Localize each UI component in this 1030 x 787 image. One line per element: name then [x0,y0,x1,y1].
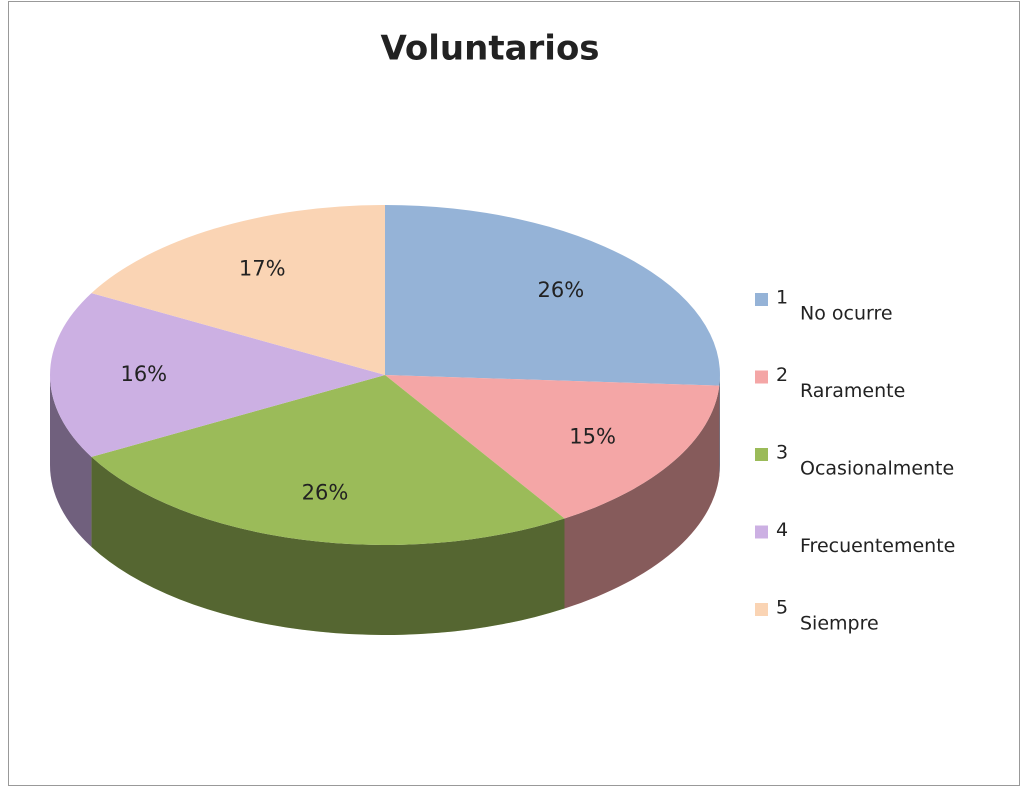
legend-label: Siempre [800,613,879,635]
chart-title: Voluntarios [380,29,599,69]
data-label: 17% [239,257,286,281]
legend-swatch [755,448,768,461]
pie-side [50,375,92,547]
data-label: 26% [537,278,584,302]
legend-label: No ocurre [800,303,893,325]
pie-side [91,456,565,635]
data-label: 15% [569,424,616,448]
legend-swatch [755,525,768,539]
legend-swatch [755,293,768,306]
pie-slice [91,205,386,375]
pie-side-shade [91,456,565,635]
pie-slice [385,375,720,519]
legend-code: 1 [776,287,788,309]
pie-side [719,375,720,476]
pie-slice [385,205,720,386]
pie-side-shade [719,375,720,476]
data-label: 16% [120,362,167,386]
legend-label: Frecuentemente [800,535,955,557]
legend-swatch [755,603,768,616]
pie-slice [91,375,565,545]
legend-label: Ocasionalmente [800,458,954,480]
pie-slice [50,293,385,457]
legend-code: 4 [776,519,788,541]
legend-code: 5 [776,597,788,619]
pie-side [564,385,720,609]
data-label: 26% [302,481,349,505]
pie-side-shade [50,375,92,547]
legend-label: Raramente [800,380,905,402]
legend-code: 3 [776,442,788,464]
pie-side-shade [564,385,720,609]
legend-code: 2 [776,364,788,386]
legend-swatch [755,370,768,384]
